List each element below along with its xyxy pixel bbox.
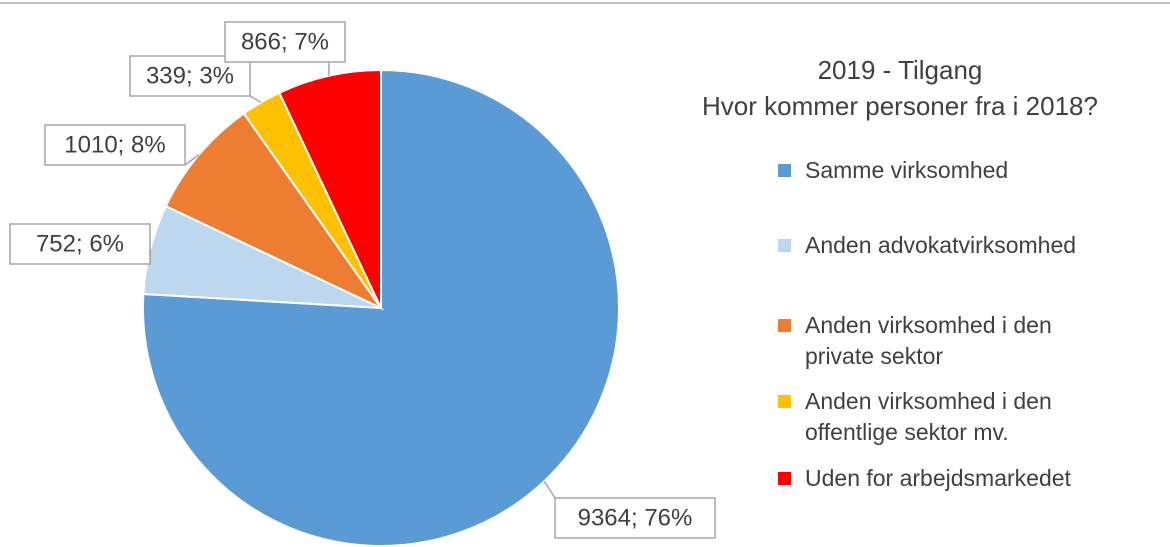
- legend-swatch: [778, 319, 791, 332]
- legend-swatch: [778, 164, 791, 177]
- chart-subtitle: Hvor kommer personer fra i 2018?: [702, 91, 1098, 121]
- leader-line: [249, 95, 262, 104]
- label-box: [44, 124, 186, 166]
- pie-slice: [278, 68, 382, 309]
- label-box: [224, 21, 346, 63]
- legend-swatch: [778, 239, 791, 252]
- legend-item: Samme virksomhed: [778, 155, 1158, 186]
- data-label: 339; 3%: [146, 62, 234, 89]
- legend-swatch: [778, 472, 791, 485]
- leader-line: [184, 154, 200, 166]
- legend-label: Anden virksomhed i den private sektor: [805, 312, 1052, 369]
- legend-label: Uden for arbejdsmarkedet: [805, 465, 1071, 491]
- legend-item: Uden for arbejdsmarkedet: [778, 463, 1158, 494]
- data-label: 866; 7%: [241, 28, 329, 55]
- pie-slice: [142, 68, 620, 547]
- legend-item: Anden virksomhed i den private sektor: [778, 310, 1158, 372]
- legend-label: Anden advokatvirksomhed: [805, 232, 1077, 258]
- data-label: 9364; 76%: [578, 504, 693, 531]
- leader-line: [543, 480, 556, 499]
- data-label: 1010; 8%: [64, 131, 165, 158]
- legend-label: Anden virksomhed i den offentlige sektor…: [805, 388, 1052, 445]
- legend-swatch: [778, 395, 791, 408]
- label-box: [554, 497, 716, 539]
- legend-item: Anden advokatvirksomhed: [778, 230, 1158, 261]
- chart-title: 2019 - Tilgang: [818, 55, 983, 85]
- legend-item: Anden virksomhed i den offentlige sektor…: [778, 386, 1158, 448]
- label-box: [9, 223, 151, 265]
- data-label: 752; 6%: [36, 230, 124, 257]
- legend-label: Samme virksomhed: [805, 157, 1009, 183]
